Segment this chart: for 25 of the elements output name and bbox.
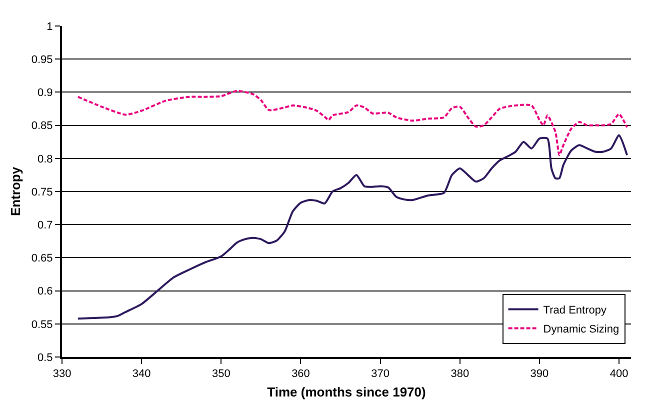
y-tick-label: 0.55 <box>31 318 53 331</box>
y-axis-title: Entropy <box>8 166 23 216</box>
y-tick-label: 0.95 <box>31 54 53 66</box>
y-tick-label: 0.8 <box>38 153 53 166</box>
x-tick-label: 330 <box>52 368 72 380</box>
y-tick-label: 0.6 <box>38 286 53 298</box>
x-tick-label: 340 <box>132 368 151 380</box>
y-tick-label: 0.7 <box>38 219 53 232</box>
y-tick-label: 0.65 <box>31 252 53 265</box>
y-tick-label: 1 <box>46 20 53 33</box>
x-tick-label: 360 <box>292 368 310 380</box>
x-tick-label: 350 <box>212 368 230 380</box>
y-tick-label: 0.9 <box>38 87 53 100</box>
x-tick-label: 370 <box>371 368 390 380</box>
x-tick-label: 400 <box>610 368 628 380</box>
line-series <box>76 134 628 320</box>
legend-label: Trad Entropy <box>543 304 607 317</box>
y-tick-label: 0.75 <box>31 186 53 198</box>
x-axis-title: Time (months since 1970) <box>267 384 426 400</box>
x-tick-label: 390 <box>530 368 549 380</box>
x-tick-label: 380 <box>450 368 470 380</box>
line-series <box>76 90 628 156</box>
y-tick-label: 0.5 <box>38 352 53 364</box>
legend-label: Dynamic Sizing <box>543 324 620 336</box>
y-tick-label: 0.85 <box>31 120 53 132</box>
